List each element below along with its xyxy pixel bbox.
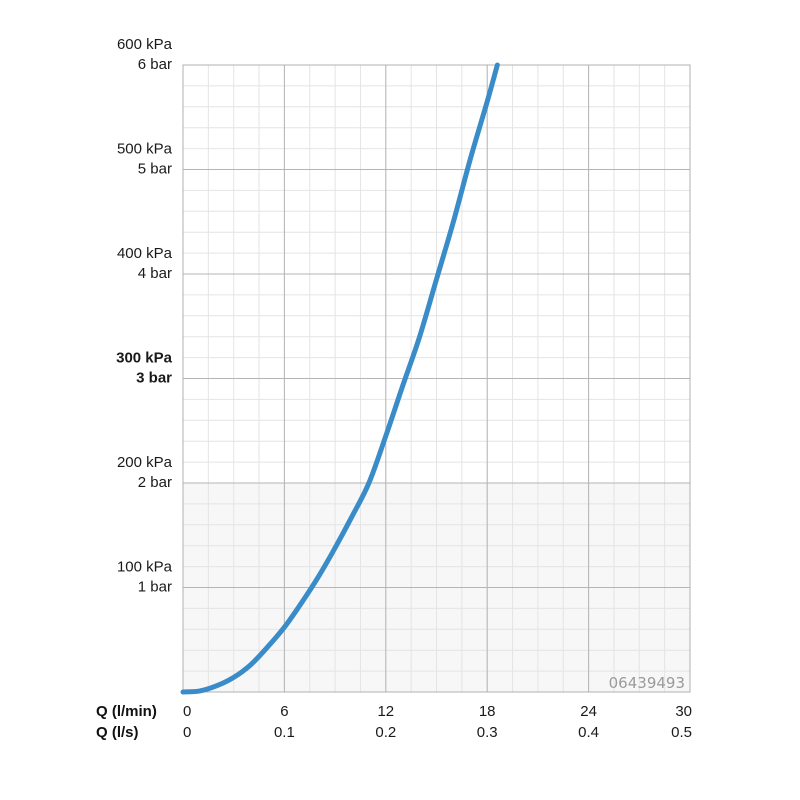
- x-axis-title-secondary: Q (l/s): [96, 724, 139, 741]
- y-tick-label-bar: 1 bar: [138, 579, 172, 596]
- major-gridlines: [182, 64, 691, 693]
- y-tick-label-kpa: 100 kPa: [117, 559, 173, 576]
- y-tick-label-kpa: 500 kPa: [117, 141, 173, 158]
- x-tick-label-ls: 0.2: [375, 724, 396, 741]
- y-tick-label-bar: 4 bar: [138, 265, 172, 282]
- x-tick-label-lmin: 18: [479, 703, 496, 720]
- y-axis-labels: 100 kPa 1 bar 200 kPa 2 bar 300 kPa 3 bar 400 …: [116, 36, 173, 596]
- x-tick-label-lmin: 6: [280, 703, 288, 720]
- x-tick-label-lmin: 0: [183, 703, 191, 720]
- x-axis-labels: 0 0 6 0.1 12 0.2 18 0.3 24 0.4 30 0.5: [183, 703, 692, 741]
- x-tick-label-ls: 0.3: [477, 724, 498, 741]
- x-tick-label-lmin: 12: [377, 703, 394, 720]
- y-tick-label-bar: 6 bar: [138, 56, 172, 73]
- x-tick-label-ls: 0.4: [578, 724, 599, 741]
- x-tick-label-lmin: 24: [580, 703, 597, 720]
- x-tick-label-lmin: 30: [675, 703, 692, 720]
- y-tick-label-bar: 2 bar: [138, 474, 172, 491]
- y-tick-label-bar: 5 bar: [138, 161, 172, 178]
- x-tick-label-ls: 0.1: [274, 724, 295, 741]
- y-tick-label-kpa: 200 kPa: [117, 454, 173, 471]
- x-tick-label-ls: 0: [183, 724, 191, 741]
- x-tick-label-ls: 0.5: [671, 724, 692, 741]
- x-axis-title-primary: Q (l/min): [96, 703, 157, 720]
- y-tick-label-kpa: 400 kPa: [117, 245, 173, 262]
- plot-frame: [182, 64, 691, 693]
- watermark-code: 06439493: [609, 674, 685, 692]
- y-tick-label-bar: 3 bar: [136, 370, 172, 387]
- series-line: [180, 62, 500, 695]
- y-tick-label-kpa: 600 kPa: [117, 36, 173, 53]
- y-tick-label-kpa: 300 kPa: [116, 350, 173, 367]
- series-layer: [180, 62, 500, 695]
